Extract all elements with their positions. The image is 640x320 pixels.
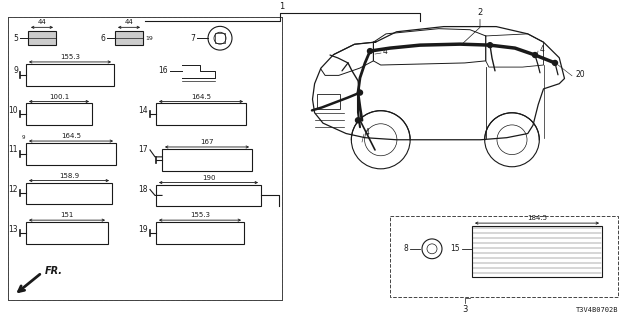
- Bar: [156, 185, 261, 206]
- Bar: [317, 94, 340, 108]
- Text: 184.5: 184.5: [527, 215, 547, 221]
- Text: 19: 19: [145, 36, 153, 41]
- Text: 9: 9: [22, 135, 25, 140]
- Text: 2: 2: [477, 8, 483, 18]
- Bar: [28, 31, 56, 45]
- Bar: [8, 18, 282, 300]
- Text: 155.3: 155.3: [60, 54, 80, 60]
- Text: 158.9: 158.9: [59, 172, 79, 179]
- Text: FR.: FR.: [45, 266, 63, 276]
- Bar: [8, 18, 282, 300]
- Bar: [26, 222, 108, 244]
- Text: 10: 10: [8, 106, 18, 115]
- Text: 100.1: 100.1: [49, 93, 69, 100]
- Bar: [26, 64, 114, 86]
- Circle shape: [532, 52, 538, 58]
- Text: 167: 167: [200, 139, 214, 145]
- Text: 8: 8: [403, 244, 408, 253]
- Bar: [162, 149, 252, 171]
- Text: 4: 4: [383, 47, 388, 56]
- Text: 151: 151: [60, 212, 74, 218]
- Text: 14: 14: [138, 106, 148, 115]
- Circle shape: [355, 118, 360, 123]
- Text: 44: 44: [38, 20, 46, 25]
- Text: 17: 17: [138, 146, 148, 155]
- Text: 15: 15: [451, 244, 460, 253]
- Bar: [215, 33, 225, 43]
- Text: 164.5: 164.5: [61, 133, 81, 139]
- Text: 164.5: 164.5: [191, 93, 211, 100]
- Text: 12: 12: [8, 185, 18, 194]
- Bar: [26, 103, 92, 125]
- Text: 11: 11: [8, 146, 18, 155]
- Text: T3V4B0702B: T3V4B0702B: [575, 307, 618, 313]
- Text: 19: 19: [138, 225, 148, 234]
- Circle shape: [488, 43, 493, 48]
- Text: 7: 7: [190, 34, 195, 43]
- Text: 16: 16: [158, 66, 168, 75]
- Text: 4: 4: [540, 44, 545, 53]
- Text: 1: 1: [280, 2, 285, 11]
- Text: 6: 6: [100, 34, 105, 43]
- Circle shape: [552, 60, 557, 65]
- Text: 18: 18: [138, 185, 148, 194]
- Bar: [156, 222, 244, 244]
- Circle shape: [367, 49, 372, 53]
- Bar: [472, 226, 602, 277]
- Bar: [156, 103, 246, 125]
- Bar: [115, 31, 143, 45]
- Text: 44: 44: [125, 20, 133, 25]
- Text: 4: 4: [365, 128, 370, 137]
- Bar: [390, 216, 618, 297]
- Circle shape: [358, 90, 362, 95]
- Text: 13: 13: [8, 225, 18, 234]
- Bar: [26, 143, 116, 165]
- Text: 20: 20: [575, 70, 584, 79]
- Text: 9: 9: [13, 66, 18, 75]
- Text: 190: 190: [202, 175, 215, 180]
- Bar: [26, 183, 112, 204]
- Text: 155.3: 155.3: [190, 212, 210, 218]
- Text: 5: 5: [13, 34, 18, 43]
- Text: 3: 3: [462, 305, 468, 314]
